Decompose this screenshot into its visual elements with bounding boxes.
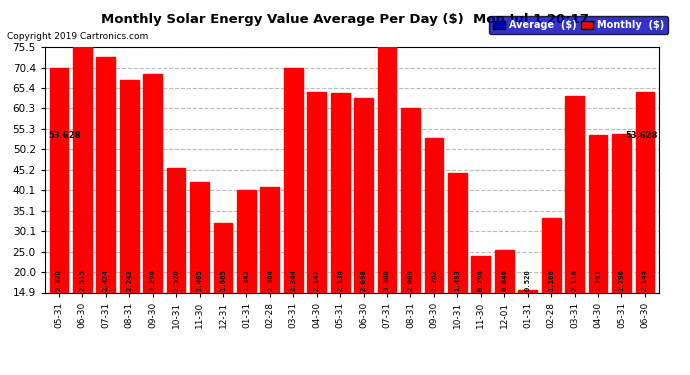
Bar	[542, 218, 560, 292]
Text: 53.628: 53.628	[48, 131, 81, 140]
Bar	[448, 172, 466, 292]
Text: 2.242: 2.242	[126, 269, 132, 291]
Text: 1.405: 1.405	[197, 269, 203, 291]
Text: 1.791: 1.791	[595, 269, 601, 291]
Bar	[190, 182, 209, 292]
Bar	[424, 138, 443, 292]
Text: 1.762: 1.762	[431, 269, 437, 291]
Bar	[401, 108, 420, 292]
Text: 2.515: 2.515	[79, 269, 86, 291]
Bar	[518, 290, 537, 292]
Text: 2.009: 2.009	[408, 269, 413, 291]
Text: 2.344: 2.344	[290, 269, 296, 291]
Bar	[261, 187, 279, 292]
Bar	[354, 98, 373, 292]
Bar	[635, 92, 654, 292]
Text: 1.483: 1.483	[455, 269, 460, 291]
Bar	[97, 57, 115, 292]
Text: 2.098: 2.098	[361, 269, 366, 291]
Text: 2.134: 2.134	[337, 269, 343, 291]
Bar	[284, 68, 303, 292]
Text: Copyright 2019 Cartronics.com: Copyright 2019 Cartronics.com	[7, 32, 148, 41]
Bar	[167, 168, 186, 292]
Text: Monthly Solar Energy Value Average Per Day ($)  Mon Jul 1 20:17: Monthly Solar Energy Value Average Per D…	[101, 13, 589, 26]
Bar	[73, 47, 92, 292]
Text: 1.796: 1.796	[618, 269, 624, 291]
Text: 2.144: 2.144	[642, 269, 648, 291]
Text: 53.628: 53.628	[625, 131, 658, 140]
Bar	[214, 223, 233, 292]
Legend: Average  ($), Monthly  ($): Average ($), Monthly ($)	[489, 16, 668, 34]
Bar	[589, 135, 607, 292]
Bar	[144, 74, 162, 292]
Bar	[331, 93, 350, 292]
Bar	[50, 68, 68, 292]
Text: 1.065: 1.065	[220, 269, 226, 291]
Text: 0.846: 0.846	[501, 269, 507, 291]
Text: 1.520: 1.520	[173, 269, 179, 291]
Bar	[377, 47, 397, 292]
Text: 2.116: 2.116	[571, 269, 578, 291]
Text: 2.147: 2.147	[314, 269, 319, 291]
Bar	[612, 134, 631, 292]
Text: 1.106: 1.106	[548, 269, 554, 291]
Text: 2.328: 2.328	[56, 269, 62, 291]
Text: 0.520: 0.520	[524, 269, 531, 291]
Text: 2.424: 2.424	[103, 269, 109, 291]
Bar	[237, 189, 256, 292]
Text: 1.364: 1.364	[267, 269, 273, 291]
Text: 0.796: 0.796	[477, 269, 484, 291]
Bar	[495, 250, 513, 292]
Bar	[471, 256, 490, 292]
Text: 1.342: 1.342	[244, 269, 249, 291]
Text: 2.296: 2.296	[150, 269, 156, 291]
Bar	[565, 96, 584, 292]
Bar	[307, 92, 326, 292]
Text: 3.388: 3.388	[384, 269, 390, 291]
Bar	[120, 80, 139, 292]
